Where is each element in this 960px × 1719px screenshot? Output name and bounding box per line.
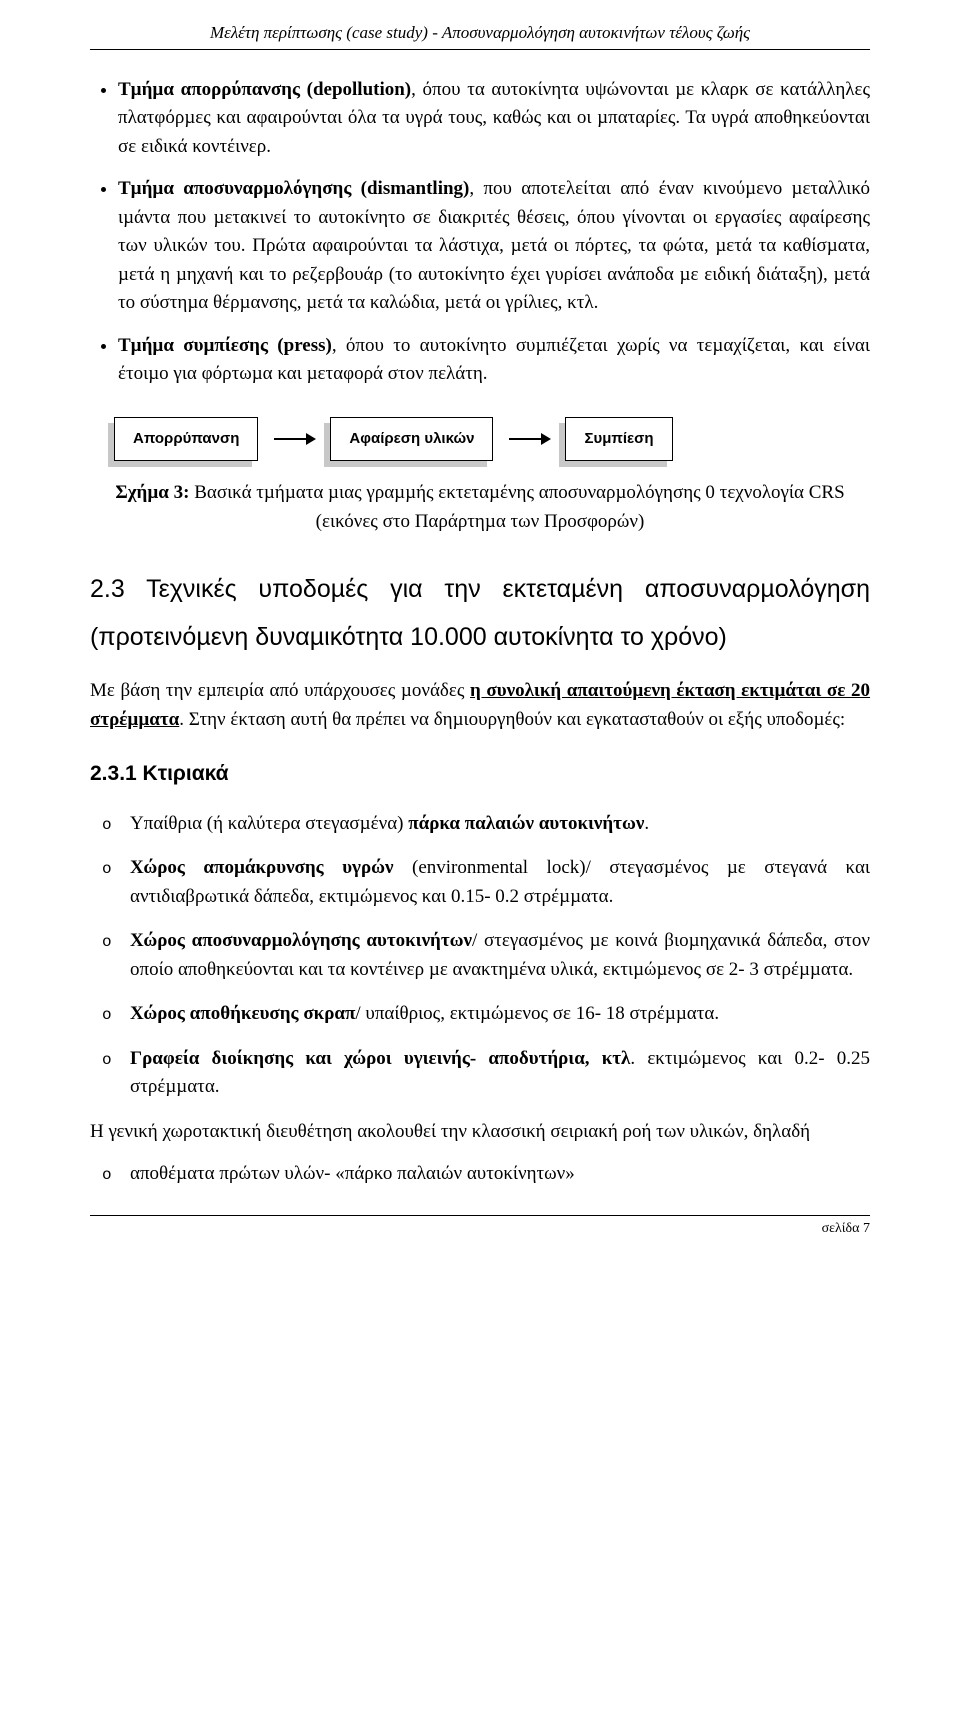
figure-caption-line2: (εικόνες στο Παράρτηµα των Προσφορών) xyxy=(316,511,645,532)
arrow-icon xyxy=(274,438,314,440)
list-item: Χώρος αποσυναρµολόγησης αυτοκινήτων/ στε… xyxy=(130,927,870,984)
bullet-lead: Τµήµα συµπίεσης (press) xyxy=(118,335,332,356)
list-item: Χώρος αποθήκευσης σκραπ/ υπαίθριος, εκτι… xyxy=(130,1000,870,1029)
flowchart: Απορρύπανση Αφαίρεση υλικών Συμπίεση xyxy=(90,417,870,462)
main-bullet-list: Τµήµα απορρύπανσης (depollution), όπου τ… xyxy=(90,76,870,389)
arrow-icon xyxy=(509,438,549,440)
bullet-lead: Τµήµα απορρύπανσης (depollution) xyxy=(118,79,411,100)
flow-node-label: Συμπίεση xyxy=(565,417,672,462)
list-item: Τµήµα απορρύπανσης (depollution), όπου τ… xyxy=(118,76,870,162)
page-footer: σελίδα 7 xyxy=(90,1215,870,1239)
item-bold: Χώρος αποσυναρµολόγησης αυτοκινήτων xyxy=(130,930,472,951)
item-text: αποθέµατα πρώτων υλών- «πάρκο παλαιών αυ… xyxy=(130,1163,575,1184)
item-bold: πάρκα παλαιών αυτοκινήτων xyxy=(408,813,644,834)
list-item: Τµήµα αποσυναρµολόγησης (dismantling), π… xyxy=(118,175,870,318)
list-item: Γραφεία διοίκησης και χώροι υγιεινής- απ… xyxy=(130,1045,870,1102)
item-bold: Χώρος αποµάκρυνσης υγρών xyxy=(130,857,394,878)
paragraph: Με βάση την εµπειρία από υπάρχουσες µονά… xyxy=(90,677,870,734)
sub-bullet-list: Υπαίθρια (ή καλύτερα στεγασµένα) πάρκα π… xyxy=(90,810,870,1102)
list-item: Υπαίθρια (ή καλύτερα στεγασµένα) πάρκα π… xyxy=(130,810,870,839)
item-bold: Χώρος αποθήκευσης σκραπ xyxy=(130,1003,355,1024)
figure-caption-text: Βασικά τµήµατα µιας γραµµής εκτεταµένης … xyxy=(189,482,844,503)
section-heading: 2.3 Τεχνικές υποδοµές για την εκτεταµένη… xyxy=(90,566,870,661)
para-post: . Στην έκταση αυτή θα πρέπει να δηµιουργ… xyxy=(179,709,845,730)
page-number: σελίδα 7 xyxy=(90,1215,870,1239)
running-header: Μελέτη περίπτωσης (case study) - Αποσυνα… xyxy=(90,20,870,50)
item-bold: Γραφεία διοίκησης και χώροι υγιεινής- απ… xyxy=(130,1048,630,1069)
para-pre: Με βάση την εµπειρία από υπάρχουσες µονά… xyxy=(90,680,470,701)
bullet-lead: Τµήµα αποσυναρµολόγησης (dismantling) xyxy=(118,178,469,199)
figure-caption: Σχήµα 3: Βασικά τµήµατα µιας γραµµής εκτ… xyxy=(90,479,870,536)
flow-node-label: Αφαίρεση υλικών xyxy=(330,417,493,462)
flow-node-label: Απορρύπανση xyxy=(114,417,258,462)
list-item: Χώρος αποµάκρυνσης υγρών (environmental … xyxy=(130,854,870,911)
list-item: Τµήµα συµπίεσης (press), όπου το αυτοκίν… xyxy=(118,332,870,389)
item-post: . xyxy=(644,813,649,834)
subsection-heading: 2.3.1 Κτιριακά xyxy=(90,758,870,790)
figure-caption-label: Σχήµα 3: xyxy=(115,482,189,503)
item-post: / υπαίθριος, εκτιµώµενος σε 16- 18 στρέµ… xyxy=(355,1003,719,1024)
list-item: αποθέµατα πρώτων υλών- «πάρκο παλαιών αυ… xyxy=(130,1160,870,1189)
item-pre: Υπαίθρια (ή καλύτερα στεγασµένα) xyxy=(130,813,408,834)
sub-bullet-list-2: αποθέµατα πρώτων υλών- «πάρκο παλαιών αυ… xyxy=(90,1160,870,1189)
flow-node-press: Συμπίεση xyxy=(565,417,672,462)
closing-paragraph: Η γενική χωροτακτική διευθέτηση ακολουθε… xyxy=(90,1118,870,1147)
flow-node-dismantling: Αφαίρεση υλικών xyxy=(330,417,493,462)
flow-node-depollution: Απορρύπανση xyxy=(114,417,258,462)
